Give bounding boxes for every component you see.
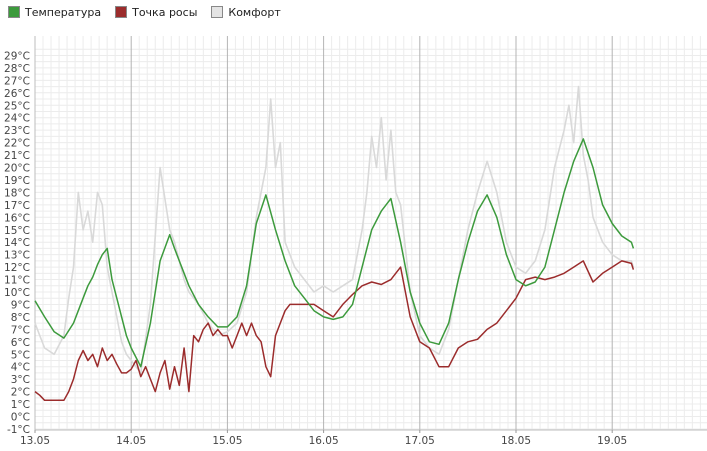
x-tick-label: 13.05 [20,435,50,447]
y-tick-label: 11°C [4,275,30,287]
temperature-line [34,138,635,368]
chart-legend: Температура Точка росы Комфорт [8,4,281,20]
y-tick-label: 9°C [11,299,30,311]
y-tick-label: 1°C [11,399,30,411]
legend-label-comfort: Комфорт [228,5,281,19]
legend-label-temperature: Температура [25,5,102,19]
dew-point-line [34,260,635,402]
y-tick-label: 15°C [4,225,30,237]
x-tick-label: 19.05 [597,435,627,447]
y-tick-label: 6°C [11,337,30,349]
y-tick-label: 13°C [4,250,30,262]
legend-swatch-temperature [8,6,20,18]
x-axis: 13.05 14.05 15.05 16.05 17.05 18.05 19.05 [20,430,627,447]
x-tick-label: 14.05 [116,435,146,447]
y-tick-label: 7°C [11,324,30,336]
y-tick-label: 4°C [11,362,30,374]
x-tick-label: 15.05 [212,435,242,447]
y-tick-label: 16°C [4,212,30,224]
y-tick-label: 22°C [4,138,30,150]
y-tick-label: 2°C [11,387,30,399]
x-tick-label: 18.05 [501,435,531,447]
y-tick-label: 12°C [4,262,30,274]
legend-label-dew-point: Точка росы [132,5,198,19]
y-tick-label: 14°C [4,237,30,249]
y-axis: -1°C0°C1°C2°C3°C4°C5°C6°C7°C8°C9°C10°C11… [4,50,30,436]
x-tick-label: 17.05 [405,435,435,447]
legend-swatch-comfort [211,6,224,18]
y-tick-label: 3°C [11,374,30,386]
y-tick-label: 23°C [4,125,30,137]
y-tick-label: 28°C [4,63,30,75]
y-tick-label: 10°C [4,287,30,299]
comfort-line [34,85,635,374]
y-tick-label: 17°C [4,200,30,212]
y-tick-label: 25°C [4,100,30,112]
y-tick-label: 18°C [4,187,30,199]
y-tick-label: 24°C [4,113,30,125]
x-tick-label: 16.05 [309,435,339,447]
legend-item-dew-point[interactable]: Точка росы [115,4,197,20]
y-tick-label: 5°C [11,349,30,361]
y-tick-label: 21°C [4,150,30,162]
y-tick-label: 0°C [11,412,30,424]
y-tick-label: 8°C [11,312,30,324]
y-tick-label: 29°C [4,50,30,62]
legend-item-comfort[interactable]: Комфорт [211,4,281,20]
y-tick-label: 27°C [4,75,30,87]
y-tick-label: 20°C [4,163,30,175]
legend-swatch-dew-point [115,6,128,18]
y-tick-label: 26°C [4,88,30,100]
y-tick-label: 19°C [4,175,30,187]
legend-item-temperature[interactable]: Температура [8,4,101,20]
chart-series [34,85,635,402]
chart-grid [34,36,707,431]
y-tick-label: -1°C [7,424,30,436]
